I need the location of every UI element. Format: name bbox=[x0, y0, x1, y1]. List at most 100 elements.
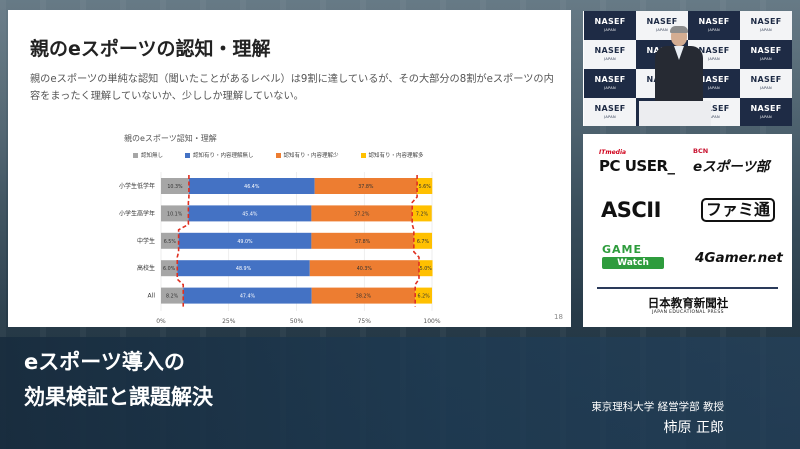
bar-segment bbox=[314, 178, 418, 194]
jep-logo-small: JAPAN EDUCATIONAL PRESS bbox=[652, 310, 724, 315]
bar-segment bbox=[161, 178, 189, 194]
data-label: 47.4% bbox=[240, 294, 256, 300]
legend-item: 認知無し bbox=[133, 151, 163, 159]
session-topic-line1: eスポーツ導入の bbox=[24, 350, 185, 374]
bar-segment bbox=[412, 205, 432, 222]
bar-segment bbox=[178, 232, 312, 249]
nasef-logo-text: NASEF bbox=[750, 103, 782, 113]
nasef-logo-text: NASEF bbox=[698, 16, 730, 26]
legend-item: 認知有り・内容理解無し bbox=[185, 151, 254, 159]
data-label: 7.2% bbox=[416, 211, 429, 217]
bar-segment bbox=[311, 205, 413, 222]
nasef-logo-subtext: JAPAN bbox=[708, 27, 720, 32]
famitsu-logo: ファミ通 bbox=[701, 198, 776, 222]
caption-band bbox=[0, 337, 800, 449]
boundary-dashed-line bbox=[411, 175, 420, 307]
chart-title: 親のeスポーツ認知・理解 bbox=[124, 134, 217, 143]
pc-user-logo-text: PC USER_ bbox=[599, 157, 675, 175]
data-label: 5.0% bbox=[420, 266, 433, 272]
bar-segment bbox=[418, 260, 433, 277]
nasef-logo-subtext: JAPAN bbox=[760, 56, 772, 61]
divider bbox=[597, 287, 778, 289]
data-label: 37.8% bbox=[358, 184, 374, 190]
x-tick-label: 75% bbox=[358, 318, 372, 325]
4gamer-logo: 4Gamer.net bbox=[695, 250, 783, 266]
game-watch-logo-top: GAME bbox=[602, 243, 643, 256]
bcn-logo-small: BCN bbox=[693, 147, 709, 155]
legend-swatch bbox=[133, 153, 138, 158]
bar-segment bbox=[188, 178, 315, 194]
category-label: All bbox=[148, 293, 156, 300]
pc-user-logo: ITmedia PC USER_ bbox=[599, 150, 675, 176]
nasef-logo-text: NASEF bbox=[594, 45, 626, 55]
data-label: 46.4% bbox=[244, 184, 260, 190]
nasef-logo-text: NASEF bbox=[594, 16, 626, 26]
stacked-bar-chart: 0% 25% 50% 75% 100% 小学生低学年 10.3% 46.4% 37.8% 5.6%… bbox=[119, 172, 441, 325]
data-label: 10.3% bbox=[167, 184, 183, 190]
nasef-logo-subtext: JAPAN bbox=[708, 114, 720, 119]
media-sponsors-panel: ITmedia PC USER_ BCN eスポーツ部 ASCII ファミ通 G… bbox=[583, 134, 792, 327]
bar-segment bbox=[415, 287, 432, 304]
data-label: 37.8% bbox=[355, 239, 371, 245]
nasef-logo-subtext: JAPAN bbox=[708, 56, 720, 61]
bar-segment bbox=[161, 260, 178, 277]
session-topic: eスポーツ導入の 効果検証と課題解決 bbox=[24, 345, 213, 415]
speaker-camera-feed: NASEF JAPAN NASEF JAPAN NASEF JAPAN NASEF JAPAN… bbox=[583, 11, 792, 126]
presentation-slide: 親のeスポーツの認知・理解 親のeスポーツの単純な認知（聞いたことがあるレベル）… bbox=[8, 10, 571, 327]
category-label: 中学生 bbox=[137, 237, 155, 245]
bar-segment bbox=[161, 205, 189, 222]
bar-segment bbox=[417, 178, 433, 194]
category-label: 小学生高学年 bbox=[119, 209, 155, 217]
data-label: 5.6% bbox=[419, 184, 432, 190]
data-label: 38.2% bbox=[356, 294, 372, 300]
data-label: 37.2% bbox=[354, 211, 370, 217]
slide-description: 親のeスポーツの単純な認知（聞いたことがあるレベル）は9割に達しているが、その大… bbox=[30, 74, 554, 102]
japan-educational-press-logo: 日本教育新聞社 JAPAN EDUCATIONAL PRESS bbox=[613, 297, 763, 316]
legend-label: 認知無し bbox=[141, 153, 164, 159]
bar-segment bbox=[311, 287, 416, 304]
data-label: 8.2% bbox=[166, 294, 179, 300]
bar-segment bbox=[161, 287, 184, 304]
bar-segment bbox=[311, 232, 414, 249]
bar-segment bbox=[161, 232, 179, 249]
legend-swatch bbox=[360, 153, 366, 158]
bar-segment bbox=[413, 232, 432, 249]
speaker-affiliation: 東京理科大学 経営学部 教授 bbox=[591, 401, 724, 413]
category-label: 高校生 bbox=[137, 264, 155, 272]
data-label: 40.3% bbox=[357, 266, 373, 272]
legend-label: 認知有り・内容理解多 bbox=[368, 153, 424, 159]
nasef-logo-text: NASEF bbox=[646, 16, 678, 26]
nasef-logo-text: NASEF bbox=[750, 16, 782, 26]
nasef-logo-text: NASEF bbox=[594, 103, 626, 113]
game-watch-logo-bottom: Watch bbox=[602, 257, 664, 269]
nasef-logo-subtext: JAPAN bbox=[604, 85, 616, 90]
x-tick-label: 0% bbox=[156, 318, 166, 325]
bar-segment bbox=[188, 205, 312, 222]
nasef-logo-text: NASEF bbox=[750, 74, 782, 84]
nasef-logo-text: NASEF bbox=[698, 74, 730, 84]
nasef-logo-subtext: JAPAN bbox=[604, 56, 616, 61]
nasef-logo-subtext: JAPAN bbox=[760, 27, 772, 32]
x-tick-label: 50% bbox=[290, 318, 304, 325]
nasef-logo-text: NASEF bbox=[698, 45, 730, 55]
data-label: 6.0% bbox=[163, 266, 176, 272]
game-watch-logo: GAME Watch bbox=[602, 244, 664, 269]
bar-segment bbox=[177, 260, 310, 277]
bcn-esports-logo: BCN eスポーツ部 bbox=[693, 147, 769, 176]
lectern bbox=[639, 101, 711, 126]
nasef-logo-subtext: JAPAN bbox=[760, 114, 772, 119]
legend-label: 認知有り・内容理解無し bbox=[193, 153, 254, 159]
legend-label: 認知有り・内容理解少 bbox=[283, 153, 339, 159]
